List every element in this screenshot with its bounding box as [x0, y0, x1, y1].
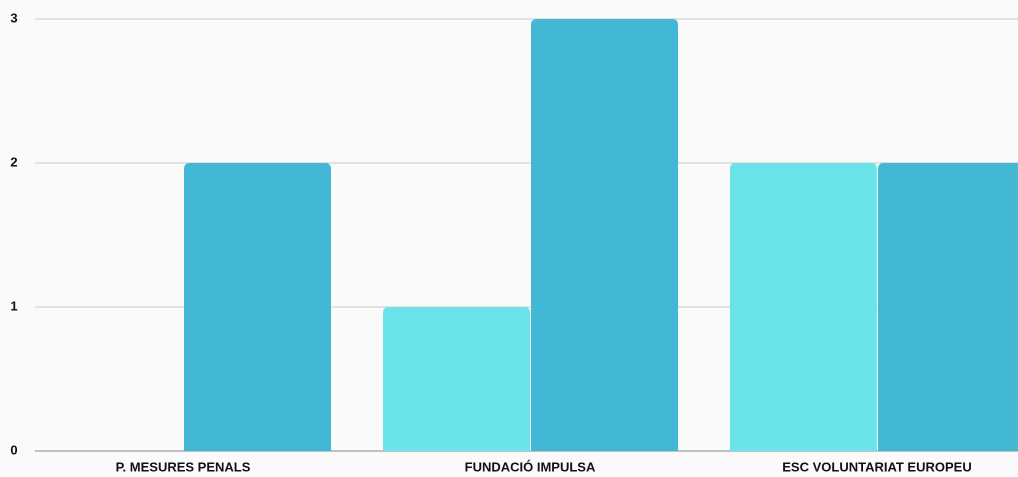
bar: [730, 163, 877, 451]
bar: [184, 163, 331, 451]
y-tick-label: 1: [10, 298, 17, 313]
y-tick-label: 3: [10, 10, 17, 25]
y-tick-label: 2: [10, 154, 17, 169]
x-tick-label: ESC VOLUNTARIAT EUROPEU: [782, 459, 971, 474]
bar: [383, 307, 530, 451]
y-tick-label: 0: [10, 442, 17, 457]
x-tick-label: FUNDACIÓ IMPULSA: [465, 459, 596, 474]
bar: [878, 163, 1018, 451]
x-tick-label: P. MESURES PENALS: [116, 459, 251, 474]
bar: [531, 19, 678, 451]
